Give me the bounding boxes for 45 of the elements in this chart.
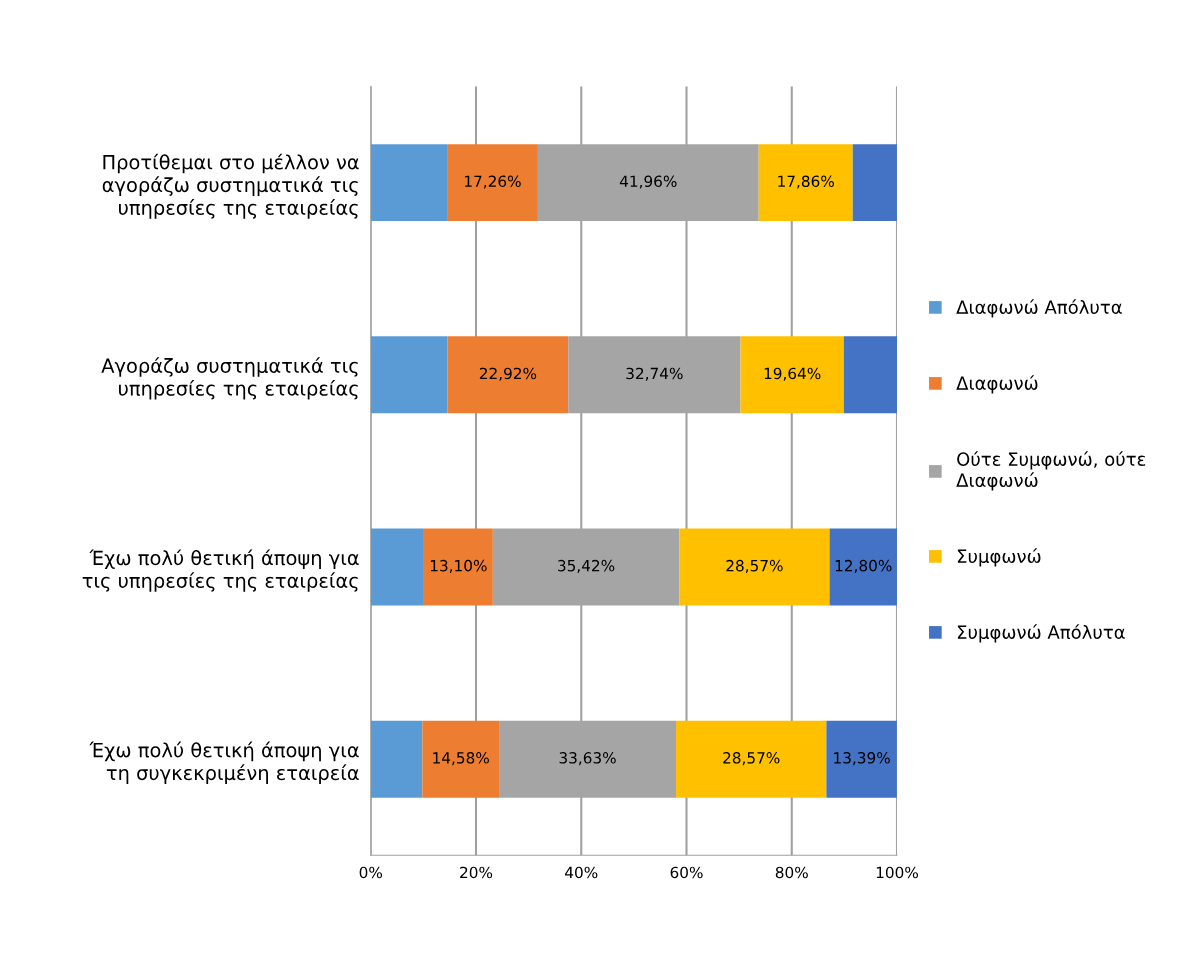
data-label: 13,39%	[834, 752, 890, 766]
data-label: 41,96%	[619, 175, 677, 189]
x-tick-label: 60%	[670, 866, 703, 879]
data-label: 14,58%	[433, 752, 489, 766]
data-label: 13,10%	[430, 559, 487, 573]
x-tick-label: 0%	[359, 866, 383, 879]
legend-label: Διαφωνώ	[956, 375, 1038, 394]
bar	[826, 720, 897, 798]
y-tick-label: Έχω πολύ θετική άποψη για τις υπηρεσίες της εταιρείας	[82, 549, 359, 592]
bar	[370, 336, 448, 414]
bar	[829, 528, 897, 606]
bar	[370, 144, 448, 222]
data-label: 22,92%	[479, 367, 537, 381]
x-tick-label: 80%	[775, 866, 808, 879]
data-label: 28,57%	[723, 752, 780, 766]
bar	[679, 528, 830, 606]
bar	[852, 144, 897, 222]
bar	[447, 144, 538, 222]
data-label: 19,64%	[764, 367, 821, 381]
legend-label: Συμφωνώ	[957, 548, 1041, 567]
bar	[843, 336, 897, 414]
bar	[447, 336, 569, 414]
data-label: 33,63%	[559, 752, 616, 766]
x-tick-label: 20%	[460, 866, 493, 879]
data-label: 35,42%	[558, 559, 615, 573]
legend-label: Ούτε Συμφωνώ, ούτε Διαφωνώ	[956, 451, 1146, 491]
data-label: 12,80%	[835, 559, 892, 573]
bar	[422, 720, 500, 798]
bar	[676, 720, 827, 798]
bar	[370, 528, 424, 606]
data-label: 17,26%	[465, 175, 521, 189]
bar	[740, 336, 844, 414]
legend-label: Συμφωνώ Απόλυτα	[957, 624, 1125, 643]
x-tick-label: 100%	[876, 866, 918, 879]
data-label: 32,74%	[626, 367, 683, 381]
y-tick-label: Αγοράζω συστηματικά τις υπηρεσίες της εταιρείας	[101, 357, 358, 400]
y-tick-label: Έχω πολύ θετική άποψη για τη συγκεκριμένη εταιρεία	[89, 741, 359, 784]
legend-label: Διαφωνώ Απόλυτα	[956, 299, 1122, 318]
y-tick-label: Προτίθεμαι στο μέλλον να αγοράζω συστηματικά τις υπηρεσίες της εταιρείας	[102, 153, 359, 219]
data-label: 28,57%	[726, 559, 783, 573]
x-tick-label: 40%	[565, 866, 598, 879]
data-label: 17,86%	[778, 175, 834, 189]
bar	[758, 144, 853, 222]
bar	[423, 528, 493, 606]
bar	[370, 720, 423, 798]
